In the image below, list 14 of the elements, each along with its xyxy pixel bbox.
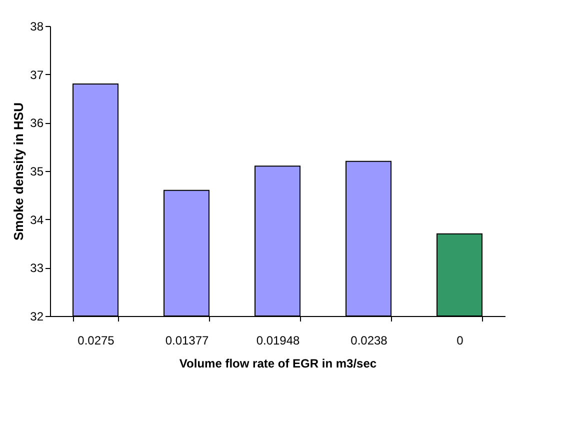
x-tick-label: 0 bbox=[456, 334, 464, 348]
x-tick-label: 0.01948 bbox=[256, 334, 300, 348]
x-tick-label: 0.0275 bbox=[78, 334, 115, 348]
y-tick-label: 34 bbox=[30, 212, 44, 227]
y-tick-label: 37 bbox=[30, 68, 44, 82]
y-tick-label: 36 bbox=[30, 116, 44, 130]
x-tick-label: 0.0238 bbox=[350, 334, 388, 348]
y-tick-label: 32 bbox=[30, 310, 44, 324]
y-axis-title: Smoke density in HSU bbox=[11, 102, 26, 240]
x-axis-title: Volume flow rate of EGR in m3/sec bbox=[179, 356, 377, 370]
y-tick-label: 33 bbox=[30, 261, 44, 276]
x-tick-label: 0.01377 bbox=[165, 334, 210, 348]
y-tick-label: 38 bbox=[30, 20, 44, 34]
y-tick-label: 35 bbox=[30, 164, 44, 178]
